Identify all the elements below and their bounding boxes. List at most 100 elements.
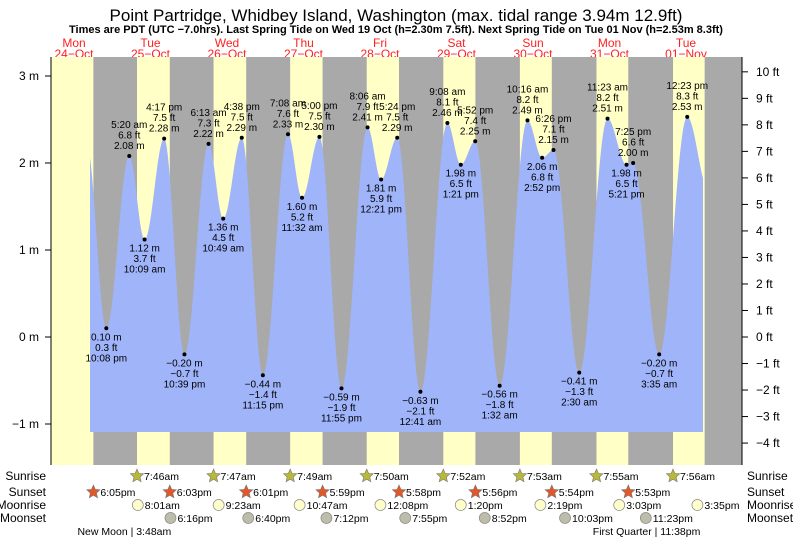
tide-label: 3.7 ft: [133, 254, 155, 265]
tide-label: 2:52 pm: [524, 183, 560, 194]
sunset-time: 5:56pm: [482, 487, 517, 499]
tide-label: 10:49 am: [202, 244, 244, 255]
tide-label: 11:23 am: [587, 83, 628, 94]
tide-label: −1.3 ft: [565, 387, 593, 398]
tide-label: −1.4 ft: [249, 390, 277, 401]
sunrise-star-icon: [665, 468, 681, 483]
tide-label: 2.08 m: [114, 141, 145, 152]
sunset-time: 5:59pm: [330, 487, 365, 499]
tide-label: −0.20 m: [166, 358, 202, 369]
tide-label: 6.5 ft: [615, 179, 637, 190]
tide-label: 1:21 pm: [443, 190, 479, 201]
sunrise-time: 7:50am: [374, 471, 409, 483]
tide-label: 6.5 ft: [450, 179, 472, 190]
tide-label: 2.06 m: [527, 162, 558, 173]
sunrise-time: 7:47am: [221, 471, 256, 483]
tide-label: −0.20 m: [641, 358, 677, 369]
moonset-circle-icon: [639, 512, 652, 524]
tide-label: 12:41 am: [400, 417, 442, 428]
tide-label: 2.22 m: [193, 129, 224, 140]
tide-water-area: [90, 116, 703, 433]
tide-label: 2.30 m: [304, 122, 335, 133]
right-tick-label: 8 ft: [756, 118, 773, 132]
right-tick-label: 4 ft: [756, 224, 773, 238]
chart-title: Point Partridge, Whidbey Island, Washing…: [110, 6, 683, 25]
tide-label: 3:35 am: [641, 379, 677, 390]
right-tick-label: −1 ft: [756, 357, 780, 371]
moonrise-row-label-right: Moonrise: [747, 498, 793, 512]
tide-label: −1.9 ft: [327, 403, 355, 414]
sunrise-star-icon: [206, 468, 221, 483]
tide-label: 11:55 pm: [321, 413, 362, 424]
tide-label: 7.5 ft: [308, 111, 330, 122]
tide-label: 8.2 ft: [516, 95, 538, 106]
tide-point: [104, 326, 109, 331]
moonrise-row-label: Moonrise: [0, 498, 46, 512]
tide-label: 6:13 am: [190, 108, 226, 119]
sunrise-time: 7:55am: [603, 471, 638, 483]
sunrise-time: 7:56am: [680, 471, 715, 483]
sun-moon-rows: Sunrise Sunrise 7:46am 7:47am 7:49am 7:50am 7:…: [0, 468, 793, 538]
tide-point: [182, 352, 187, 357]
tide-label: 2.53 m: [672, 102, 703, 113]
day-weekday-label: Mon: [62, 36, 85, 50]
right-tick-label: 5 ft: [756, 197, 773, 211]
sunrise-star-icon: [282, 468, 298, 483]
tide-label: 5:00 pm: [301, 101, 337, 112]
day-weekday-label: Fri: [373, 36, 387, 50]
moonset-row-label-right: Moonset: [747, 511, 793, 525]
day-weekday-label: Thu: [293, 36, 314, 50]
tide-label: 5.9 ft: [370, 194, 392, 205]
moonset-circle-icon: [559, 512, 571, 524]
moonset-time: 10:03pm: [572, 513, 613, 525]
tide-label: 2.29 m: [226, 123, 257, 134]
day-band: [51, 57, 94, 465]
tide-label: 11:32 am: [282, 223, 323, 234]
tide-point: [127, 154, 132, 159]
sunrise-time: 7:46am: [144, 471, 179, 483]
tide-label: 10:09 am: [124, 265, 166, 276]
tide-point: [631, 161, 636, 165]
sunset-star-icon: [315, 484, 330, 499]
right-tick-label: 2 ft: [756, 277, 773, 291]
tide-label: 1.98 m: [611, 169, 642, 180]
sunrise-star-icon: [435, 468, 451, 483]
moonset-time: 6:16pm: [177, 513, 212, 525]
moonrise-circle-icon: [374, 499, 387, 511]
tide-label: 2.28 m: [149, 124, 180, 135]
tide-label: 7.6 ft: [277, 109, 299, 120]
tide-label: 1:32 am: [482, 411, 518, 422]
tide-label: −0.63 m: [402, 396, 438, 407]
moonrise-circle-icon: [534, 499, 547, 511]
tide-label: 12:23 pm: [666, 81, 708, 92]
tide-label: 10:08 pm: [85, 353, 127, 364]
sunset-time: 6:03pm: [177, 487, 212, 499]
sunset-row-label: Sunset: [9, 485, 47, 499]
right-tick-label: −2 ft: [756, 383, 780, 397]
tide-point: [418, 389, 423, 394]
tide-label: 1.98 m: [446, 169, 477, 180]
tide-label: 2.46 m: [432, 108, 463, 119]
tide-label: 5:21 pm: [608, 190, 644, 201]
tide-label: 2.29 m: [382, 123, 413, 134]
tide-point: [317, 134, 322, 139]
tide-label: 6.8 ft: [118, 131, 140, 142]
tide-label: 5:24 pm: [379, 102, 415, 113]
chart-subtitle: Times are PDT (UTC −7.0hrs). Last Spring…: [69, 24, 723, 36]
moonrise-time: 3:35pm: [704, 500, 739, 512]
sunset-star-icon: [391, 484, 407, 499]
tide-label: 1.12 m: [129, 244, 160, 255]
tide-point: [285, 132, 290, 137]
tide-point: [605, 116, 610, 121]
left-tick-label: 1 m: [19, 243, 39, 257]
sunrise-star-icon: [512, 468, 528, 483]
moonset-circle-icon: [399, 512, 412, 524]
tide-label: 6.6 ft: [622, 138, 644, 149]
moonrise-circle-icon: [691, 499, 704, 511]
tide-label: 2.49 m: [512, 105, 543, 116]
tide-point: [657, 352, 662, 357]
tide-label: 6.8 ft: [531, 172, 553, 183]
tide-label: 8:06 am: [349, 91, 385, 102]
left-tick-label: 3 m: [19, 69, 39, 83]
